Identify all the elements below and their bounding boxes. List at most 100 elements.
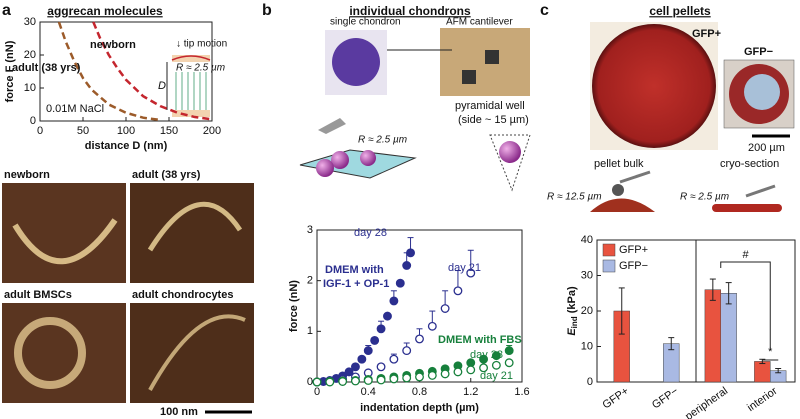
data-point xyxy=(325,377,335,387)
data-point xyxy=(350,362,360,372)
annotation: # xyxy=(742,249,749,261)
x-tick-label: GFP+ xyxy=(600,385,631,411)
chart-title: cell pellets xyxy=(649,4,711,18)
image-caption: (side ~ 15 µm) xyxy=(458,114,529,126)
data-line xyxy=(92,21,213,121)
data-point xyxy=(402,373,412,383)
x-tick-label: 150 xyxy=(160,125,178,137)
y-tick-label: 30 xyxy=(581,269,593,281)
x-tick-label: 0.8 xyxy=(412,386,427,398)
data-point xyxy=(453,367,463,377)
y-tick-label: 10 xyxy=(581,340,593,352)
y-axis-label: force F (nN) xyxy=(4,40,16,102)
chart-title: individual chondrons xyxy=(349,4,471,18)
image-caption: GFP− xyxy=(744,46,773,58)
inset-label: ↓ tip motion xyxy=(176,39,227,50)
x-tick-label: 0.4 xyxy=(361,386,376,398)
image-caption: AFM cantilever xyxy=(446,17,513,28)
data-point xyxy=(479,354,489,364)
series-label: day 21 xyxy=(448,262,481,274)
data-point xyxy=(466,268,476,278)
data-point xyxy=(402,346,412,356)
legend-swatch xyxy=(602,243,616,257)
y-tick-label: 30 xyxy=(24,16,36,28)
bar xyxy=(754,361,771,383)
y-tick-label: 0 xyxy=(30,115,36,127)
y-axis-label: force (nN) xyxy=(288,280,300,332)
data-point xyxy=(479,363,489,373)
image-caption: newborn xyxy=(4,169,50,181)
data-point xyxy=(427,321,437,331)
bar xyxy=(720,293,737,383)
data-point xyxy=(427,370,437,380)
data-point xyxy=(363,346,373,356)
series-label: newborn xyxy=(90,39,136,51)
scale-label: 200 µm xyxy=(748,142,785,154)
x-tick-label: 0 xyxy=(314,386,320,398)
panel-label: b xyxy=(262,2,272,19)
data-point xyxy=(466,365,476,375)
data-point xyxy=(357,354,367,364)
x-tick-label: peripheral xyxy=(683,385,730,419)
series-label: adult (38 yrs) xyxy=(12,62,81,74)
data-point xyxy=(402,261,412,270)
x-tick-label: interior xyxy=(745,385,780,414)
x-tick-label: 50 xyxy=(77,125,89,137)
x-tick-label: 1.6 xyxy=(514,386,529,398)
data-point xyxy=(491,351,501,361)
image-caption: single chondron xyxy=(330,17,401,28)
group-label: DMEM with xyxy=(325,264,384,276)
data-point xyxy=(344,367,354,377)
image-caption: adult (38 yrs) xyxy=(132,169,201,181)
x-tick-label: GFP− xyxy=(650,385,681,411)
y-tick-label: 2 xyxy=(307,275,313,287)
y-tick-label: 0 xyxy=(307,376,313,388)
x-tick-label: 1.2 xyxy=(463,386,478,398)
data-point xyxy=(312,377,322,387)
data-line xyxy=(57,21,161,122)
chart-title: aggrecan molecules xyxy=(47,4,163,18)
image-caption: GFP+ xyxy=(692,28,721,40)
y-tick-label: 10 xyxy=(24,82,36,94)
series-label: day 28 xyxy=(470,349,503,361)
image-caption: cryo-section xyxy=(720,158,779,170)
image-caption: adult chondrocytes xyxy=(132,289,233,301)
x-tick-label: 200 xyxy=(203,125,221,137)
significance-bracket xyxy=(720,261,771,350)
x-axis-label: distance D (nm) xyxy=(85,140,168,152)
bar xyxy=(704,289,721,383)
data-point xyxy=(376,324,386,334)
data-point xyxy=(440,304,450,313)
data-point xyxy=(376,362,386,372)
data-point xyxy=(504,358,514,368)
image-caption: pyramidal well xyxy=(455,100,525,112)
pellet-images xyxy=(590,22,795,212)
panel-label: c xyxy=(540,2,549,19)
image-caption: R ≈ 2.5 µm xyxy=(680,192,729,203)
image-caption: R ≈ 12.5 µm xyxy=(547,192,602,203)
y-axis-label: Eind (kPa) xyxy=(566,286,579,336)
data-point xyxy=(363,376,373,385)
data-point xyxy=(389,354,399,364)
micrographs xyxy=(2,183,254,414)
inset-schematic xyxy=(166,55,211,117)
data-point xyxy=(338,377,348,386)
data-point xyxy=(350,376,360,386)
y-tick-label: 1 xyxy=(307,325,313,337)
y-tick-label: 20 xyxy=(581,305,593,317)
group-label: DMEM with FBS xyxy=(438,334,522,346)
legend-label: GFP+ xyxy=(619,244,648,256)
data-point xyxy=(383,311,392,321)
data-point xyxy=(453,286,463,296)
data-point xyxy=(376,375,386,385)
y-axis-label-main: E xyxy=(566,328,578,336)
data-point xyxy=(370,336,380,345)
chondron-images xyxy=(299,28,531,192)
data-point xyxy=(440,369,450,379)
annotation: 0.01M NaCl xyxy=(46,103,104,115)
group-label: IGF-1 + OP-1 xyxy=(323,278,389,290)
series-label: day 28 xyxy=(354,227,387,239)
x-tick-label: 0 xyxy=(37,125,43,137)
y-axis-label-unit: (kPa) xyxy=(566,286,578,316)
